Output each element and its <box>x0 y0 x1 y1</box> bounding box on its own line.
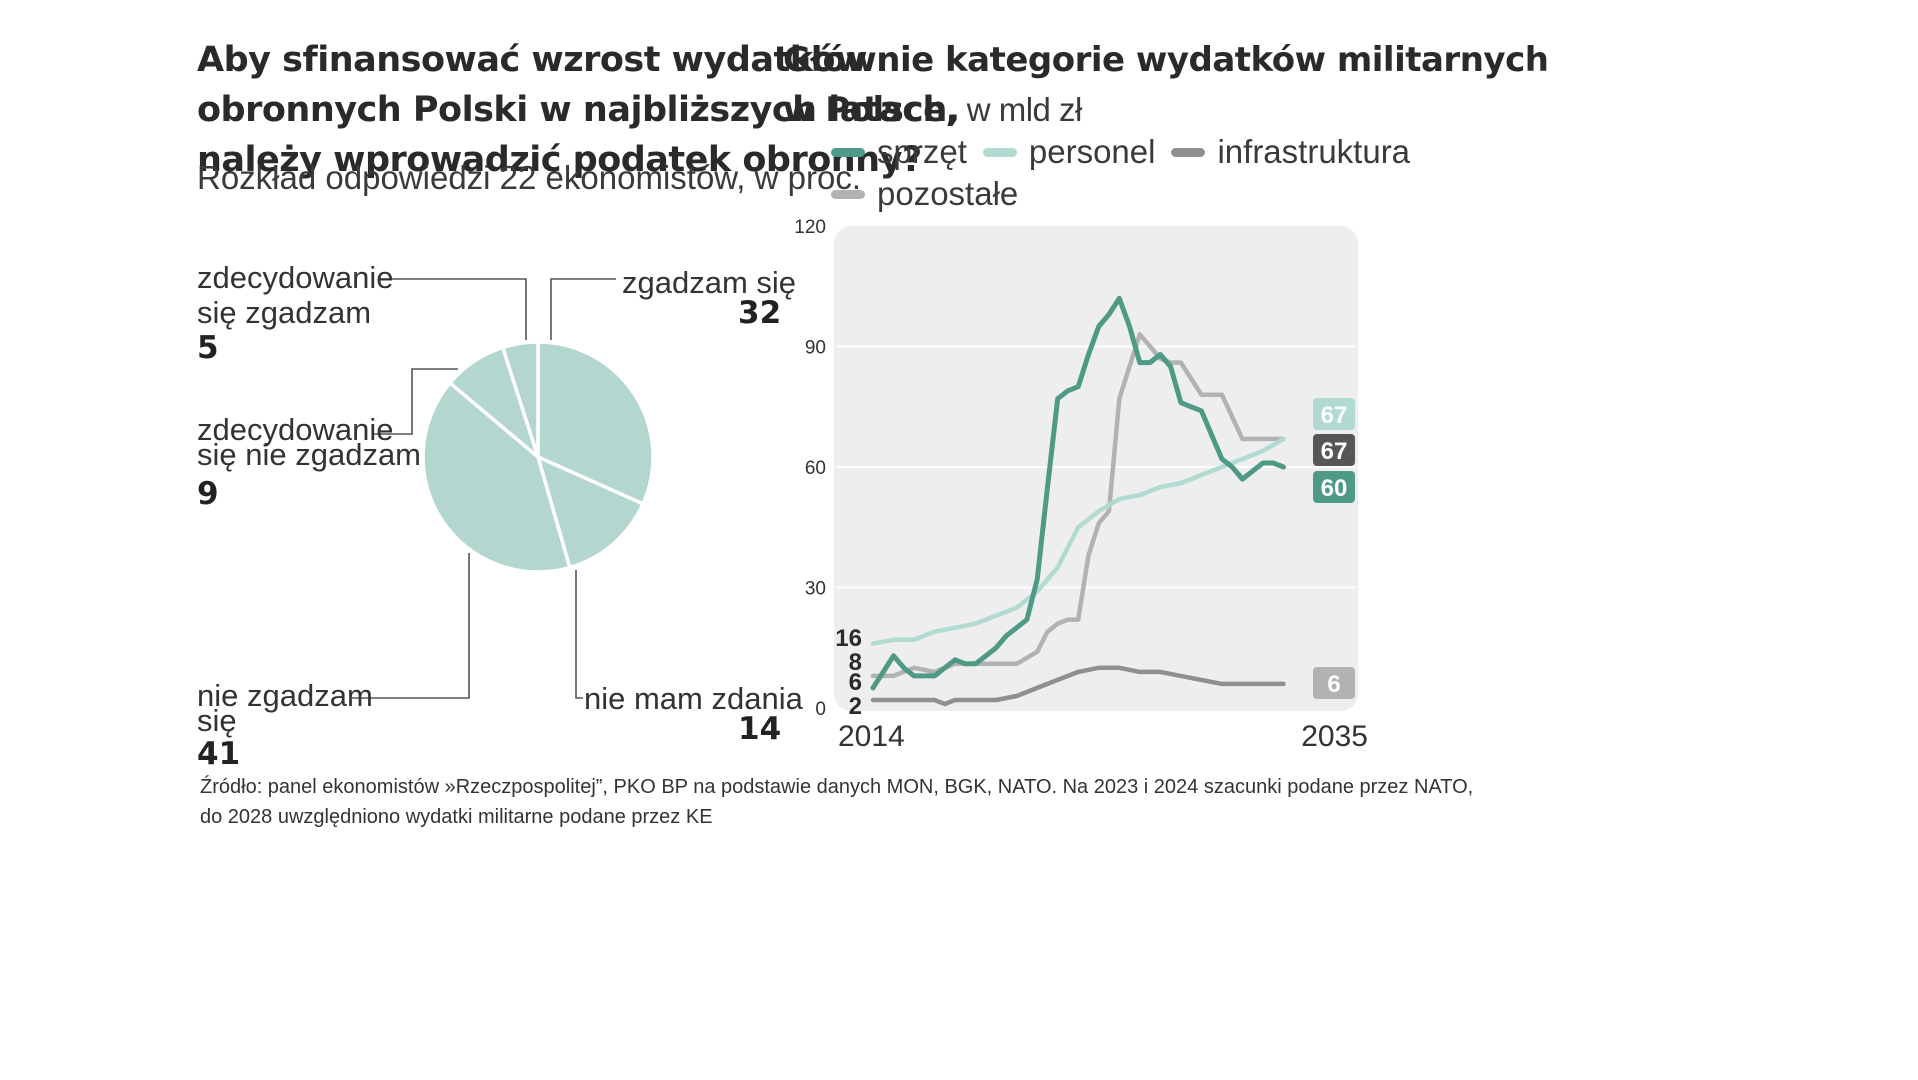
pie-title-line-2: obronnych Polski w najbliższych latach, <box>197 90 960 130</box>
legend-row-1: sprzęt personel infrastruktura <box>831 131 1426 173</box>
leader-line-nie-mam <box>575 570 583 699</box>
x-start-label: 2014 <box>838 720 905 753</box>
grid <box>836 345 1356 589</box>
pie-leader-lines <box>352 278 616 699</box>
legend-label-personel: personel <box>1028 133 1156 170</box>
slice-value-zdecydowanie-zgadzam: 5 <box>197 330 219 366</box>
slice-label-nie-zgadzam-line-2: się <box>197 703 237 738</box>
start-label-2: 6 <box>849 669 862 696</box>
slice-label-nie-mam: nie mam zdania <box>584 681 803 716</box>
slice-value-zgadzam: 32 <box>738 295 782 331</box>
pie-slice-0 <box>536 340 655 506</box>
pie-slices <box>421 340 655 574</box>
legend-swatch-infrastruktura <box>1171 147 1206 157</box>
start-label-1: 8 <box>849 649 862 676</box>
slice-label-zdecydowanie-nie-line-1: zdecydowanie <box>197 412 394 447</box>
legend-label-infrastruktura: infrastruktura <box>1217 133 1411 170</box>
leader-line-zdecydowanie-zgadzam <box>378 278 527 340</box>
start-label-3: 2 <box>849 693 862 720</box>
end-badge-label-1: 67 <box>1321 438 1348 465</box>
end-badge-bg-3 <box>1313 667 1355 699</box>
series-line-sprzet <box>870 295 1286 691</box>
slice-value-nie-zgadzam: 41 <box>197 736 241 772</box>
series-line-infrastruktura <box>870 665 1286 707</box>
source-note: Źródło: panel ekonomistów »Rzeczpospolit… <box>200 772 1473 832</box>
pie-slice-1 <box>536 455 645 570</box>
pie-slice-4 <box>501 340 540 459</box>
slice-label-zdecydowanie-zgadzam: zdecydowanie się zgadzam <box>197 260 393 330</box>
slice-value-nie-mam: 14 <box>738 711 782 747</box>
pie-title: Aby sfinansować wzrost wydatków obronnyc… <box>197 35 960 185</box>
legend-row-2: pozostałe <box>831 173 1426 215</box>
line-chart-title-line-2: w Polsce, w mld zł <box>783 85 1548 135</box>
end-badge-bg-1 <box>1313 434 1355 466</box>
y-tick-label-90: 90 <box>805 338 826 359</box>
slice-label-zdecydowanie-zgadzam-line-1: zdecydowanie <box>197 260 394 295</box>
legend-label-sprzet: sprzęt <box>877 133 967 170</box>
legend-swatch-sprzet <box>831 147 865 157</box>
line-chart-title: Głównie kategorie wydatków militarnych w… <box>783 35 1549 135</box>
start-label-0: 16 <box>835 625 862 652</box>
y-tick-label-60: 60 <box>805 458 826 479</box>
pie-slice-2 <box>421 381 572 574</box>
legend-swatch-personel <box>982 147 1017 157</box>
series-lines <box>870 295 1286 707</box>
leader-line-zgadzam <box>550 278 616 340</box>
legend-item-pozostale: pozostałe <box>831 175 1018 213</box>
y-axis-ticks: 0 30 60 90 120 <box>794 217 826 720</box>
end-badge-bg-0 <box>1313 398 1355 430</box>
legend: sprzęt personel infrastruktura pozostałe <box>831 131 1426 215</box>
end-badge-label-2: 60 <box>1321 475 1348 502</box>
y-tick-label-30: 30 <box>805 579 826 600</box>
legend-item-personel: personel <box>982 133 1156 171</box>
end-badge-label-3: 6 <box>1327 671 1340 698</box>
slice-value-zdecydowanie-nie: 9 <box>197 476 219 512</box>
source-line-2: do 2028 uwzględniono wydatki militarne p… <box>200 806 713 828</box>
source-line-1: Źródło: panel ekonomistów »Rzeczpospolit… <box>200 776 1474 798</box>
line-chart-title-line-1: Głównie kategorie wydatków militarnych <box>783 40 1549 80</box>
line-chart-title-bold: w Polsce, <box>783 90 959 130</box>
pie-subtitle: Rozkład odpowiedzi 22 ekonomistów, w pro… <box>197 159 862 196</box>
pie-title-line-3: należy wprowadzić podatek obronny? <box>197 140 922 180</box>
legend-item-sprzet: sprzęt <box>831 133 967 171</box>
end-badge-label-0: 67 <box>1321 402 1348 429</box>
slice-label-zdecydowanie-zgadzam-line-2: się zgadzam <box>197 295 372 330</box>
legend-swatch-pozostale <box>831 189 865 199</box>
legend-item-infrastruktura: infrastruktura <box>1171 133 1410 171</box>
end-badges: 67 67 60 6 <box>1313 398 1355 699</box>
y-tick-label-0: 0 <box>815 699 826 720</box>
slice-label-nie-zgadzam: nie zgadzam się <box>197 678 373 738</box>
leader-line-nie-zgadzam <box>352 553 470 699</box>
leader-line-zdecydowanie-nie <box>372 368 458 435</box>
slice-label-zgadzam: zgadzam się <box>622 265 797 300</box>
pie-title-line-1: Aby sfinansować wzrost wydatków <box>197 40 867 80</box>
y-tick-label-120: 120 <box>794 217 826 238</box>
legend-label-pozostale: pozostałe <box>877 175 1019 212</box>
series-line-personel <box>870 436 1286 646</box>
end-badge-bg-2 <box>1313 471 1355 503</box>
slice-label-zdecydowanie-nie: zdecydowanie się nie zgadzam <box>197 412 422 472</box>
slice-label-nie-zgadzam-line-1: nie zgadzam <box>197 678 373 713</box>
slice-label-zdecydowanie-nie-line-2: się nie zgadzam <box>197 437 422 472</box>
x-end-label: 2035 <box>1301 720 1368 753</box>
line-chart-title-unit: w mld zł <box>958 91 1083 128</box>
